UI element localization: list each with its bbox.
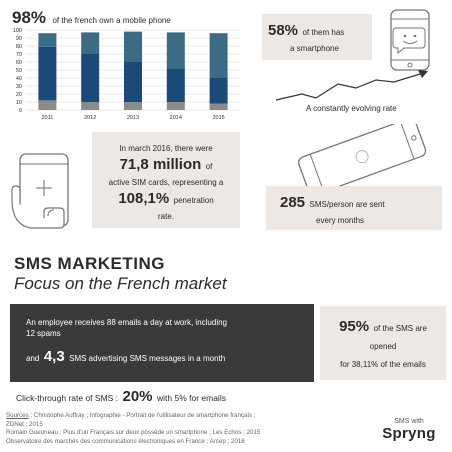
stat-58-text-b: a smartphone (290, 44, 339, 53)
mobile-ownership-bar-chart: 0 10 20 30 40 50 60 70 80 90 100 2011 2012 2013 2014 20… (13, 28, 240, 121)
open-rate-text-c: for 38,11% of the emails (340, 360, 426, 369)
y-tick-label: 50 (16, 68, 22, 74)
sms-per-person-box: 285 SMS/person are sent every months (266, 186, 442, 230)
sim-penetration: penetration (173, 196, 214, 205)
sim-big2: 108,1% (118, 190, 170, 207)
x-tick-label: 2015 (212, 115, 224, 121)
sources-line2: ZDNet ; 2015 (6, 420, 43, 428)
stat-58-box: 58% of them has a smartphone (262, 14, 372, 60)
sim-of: of (205, 162, 213, 171)
sms-per-person-value: 285 (280, 194, 306, 211)
stat-98-row: 98% of the french own a mobile phone (12, 8, 252, 30)
y-tick-label: 40 (16, 76, 22, 82)
dark-and: and (26, 354, 40, 363)
sources-line4: Observatoire des marchés des communicati… (6, 437, 245, 445)
sim-cards-box: In march 2016, there were 71,8 million o… (92, 132, 240, 228)
sim-big1: 71,8 million (119, 156, 202, 173)
section-title: SMS MARKETING (14, 254, 165, 273)
open-rate-value: 95% (339, 318, 370, 335)
sources-line1: : Christophe Auffray ; Infographie - Por… (28, 412, 256, 419)
y-tick-label: 20 (16, 92, 22, 98)
employee-emails-box: An employee receives 88 emails a day at … (10, 304, 314, 382)
dark-big: 4,3 (43, 348, 65, 365)
bar-segment (209, 103, 228, 110)
y-tick-label: 60 (16, 60, 22, 66)
bar-segment (124, 31, 142, 62)
y-tick-label: 10 (16, 100, 22, 106)
sms-per-person-text-b: every months (316, 216, 365, 225)
sim-line1: In march 2016, there were (119, 144, 213, 153)
sim-rate: rate. (157, 212, 174, 221)
open-rate-text-b: opened (369, 342, 397, 351)
bar-segment (166, 68, 185, 102)
y-tick-label: 70 (16, 52, 22, 58)
hand-holding-phone-icon (11, 153, 69, 229)
y-tick-label: 80 (16, 44, 22, 50)
brand-logo: SMS with Spryng (372, 418, 446, 442)
y-tick-label: 90 (16, 36, 22, 42)
x-tick-label: 2013 (127, 115, 139, 121)
bar-segment (124, 62, 142, 102)
dark-line3: SMS advertising SMS messages in a month (69, 354, 226, 363)
sms-per-person-text-a: SMS/person are sent (309, 200, 385, 209)
bar-segment (209, 78, 228, 104)
bar-segment (38, 46, 57, 101)
bar-segment (38, 33, 57, 47)
open-rate-text-a: of the SMS are (373, 324, 427, 333)
horizontal-phone-icon (298, 124, 427, 188)
bar-segment (38, 100, 57, 110)
click-through-row: Click-through rate of SMS : 20% with 5% … (16, 388, 226, 406)
bar-segment (166, 32, 185, 69)
ctr-value: 20% (122, 388, 153, 405)
bar-segment (166, 102, 185, 110)
x-tick-label: 2011 (41, 115, 53, 121)
y-tick-label: 100 (13, 28, 22, 34)
trend-caption: A constantly evolving rate (306, 104, 397, 113)
ctr-text-b: with 5% for emails (156, 393, 226, 403)
sources-label: Sources (6, 412, 29, 419)
sms-open-rate-box: 95% of the SMS are opened for 38,11% of … (320, 306, 446, 380)
section-subtitle: Focus on the French market (14, 274, 227, 293)
stat-98-value: 98% (12, 8, 47, 27)
stat-98-text: of the french own a mobile phone (52, 16, 171, 25)
stat-58-value: 58% (268, 22, 299, 39)
y-tick-label: 30 (16, 84, 22, 90)
dark-line1: An employee receives 88 emails a day at … (26, 318, 227, 327)
stat-58-text-a: of them has (302, 28, 345, 37)
y-tick-label: 0 (19, 108, 22, 114)
bar-segment (81, 102, 100, 110)
bar-segment (209, 33, 228, 78)
sources-line3: Romain Gueuneau ; Plus d'un Français sur… (6, 429, 261, 437)
bar-segment (124, 102, 142, 110)
x-tick-label: 2012 (84, 115, 96, 121)
bar-segment (81, 54, 100, 102)
sim-line2: active SIM cards, representing a (108, 178, 224, 187)
trend-line-icon (275, 70, 428, 101)
dark-line2: 12 spams (26, 329, 61, 338)
brand-name: Spryng (382, 425, 436, 442)
smartphone-chat-icon (390, 9, 430, 71)
brand-small: SMS with (394, 418, 424, 425)
x-tick-label: 2014 (170, 115, 182, 121)
ctr-text-a: Click-through rate of SMS : (16, 393, 119, 403)
bar-segment (81, 32, 100, 54)
sources-block: Sources : Christophe Auffray ; Infograph… (6, 412, 366, 446)
